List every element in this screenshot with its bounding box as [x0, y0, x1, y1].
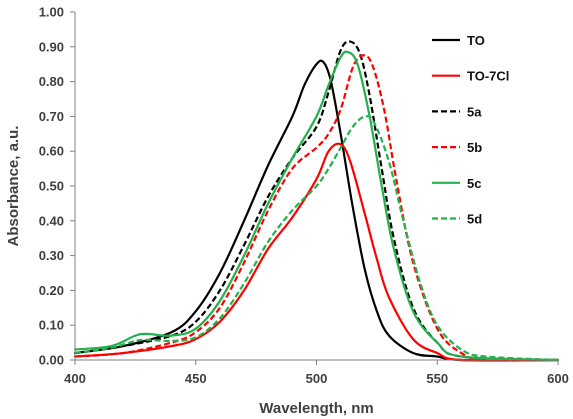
x-tick-label: 400 — [64, 371, 86, 386]
y-tick-label: 1.00 — [39, 5, 64, 20]
legend: TO TO-7Cl 5a 5b 5c 5d — [432, 33, 509, 227]
legend-label-5c: 5c — [467, 176, 481, 191]
y-tick-label: 0.40 — [39, 213, 64, 228]
x-tick-label: 550 — [426, 371, 448, 386]
y-tick-label: 0.30 — [39, 248, 64, 263]
series-line-5c — [73, 50, 560, 362]
series-line-5d — [74, 115, 559, 362]
legend-label-5d: 5d — [467, 212, 482, 227]
y-axis-label: Absorbance, a.u. — [5, 126, 22, 247]
series-line-5b — [74, 54, 559, 362]
series-line-5a — [74, 40, 559, 362]
y-tick-label: 0.10 — [39, 318, 64, 333]
series-line-to — [73, 59, 560, 362]
y-tick-label: 0.20 — [39, 283, 64, 298]
x-tick-label: 450 — [185, 371, 207, 386]
x-axis-label: Wavelength, nm — [259, 400, 373, 417]
legend-label-5b: 5b — [467, 140, 482, 155]
legend-label-5a: 5a — [467, 104, 482, 119]
x-tick-label: 600 — [547, 371, 569, 386]
y-tick-label: 0.00 — [39, 353, 64, 368]
y-tick-label: 0.90 — [39, 39, 64, 54]
y-axis-ticks: 0.00 0.10 0.20 0.30 0.40 0.50 0.60 0.70 0.80 0.90… — [39, 5, 75, 368]
y-tick-label: 0.60 — [39, 144, 64, 159]
plot-area — [73, 40, 560, 362]
legend-label-to: TO — [467, 33, 485, 48]
y-tick-label: 0.50 — [39, 179, 64, 194]
legend-label-to-7cl: TO-7Cl — [467, 69, 509, 84]
series-line-to-7cl — [73, 142, 560, 362]
x-axis-ticks: 400 450 500 550 600 — [64, 360, 569, 386]
y-tick-label: 0.80 — [39, 74, 64, 89]
y-tick-label: 0.70 — [39, 109, 64, 124]
x-tick-label: 500 — [306, 371, 328, 386]
